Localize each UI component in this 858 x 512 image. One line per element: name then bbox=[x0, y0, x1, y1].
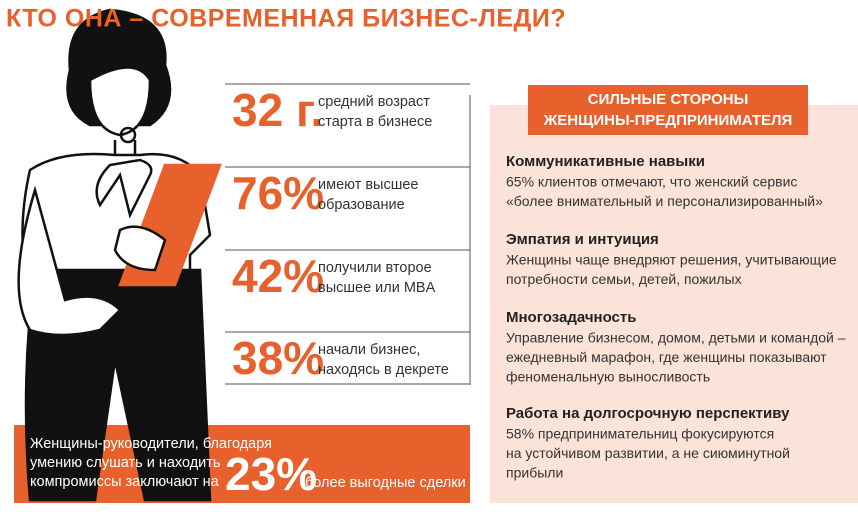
strength-text: «более внимательный и персонализированны… bbox=[506, 193, 823, 209]
strength-text: Женщины чаще внедряют решения, учитывающ… bbox=[506, 252, 837, 268]
stat-text: образование bbox=[318, 197, 405, 213]
strength-text: 65% клиентов отмечают, что женский серви… bbox=[506, 174, 797, 190]
stat-text: находясь в декрете bbox=[318, 362, 449, 378]
strength-heading: Работа на долгосрочную перспективу bbox=[506, 405, 790, 422]
stat-figure: 42% bbox=[232, 250, 324, 302]
stat-text: имеют высшее bbox=[318, 177, 419, 193]
strengths-panel bbox=[490, 105, 858, 503]
strength-text: феноменальную выносливость bbox=[506, 369, 710, 385]
highlight-figure: 23% bbox=[225, 448, 317, 500]
page-title: КТО ОНА – СОВРЕМЕННАЯ БИЗНЕС-ЛЕДИ? bbox=[6, 5, 566, 33]
stat-text: средний возраст bbox=[318, 94, 430, 110]
stat-text: старта в бизнесе bbox=[318, 114, 432, 130]
strengths-header-box bbox=[528, 85, 808, 135]
stat-text: получили второе bbox=[318, 260, 432, 276]
strength-text: Управление бизнесом, домом, детьми и ком… bbox=[506, 330, 846, 346]
strengths-header: ЖЕНЩИНЫ-ПРЕДПРИНИМАТЕЛЯ bbox=[543, 112, 793, 129]
strength-text: ежедневный марафон, где женщины показыва… bbox=[506, 349, 827, 365]
stat-text: высшее или MBA bbox=[318, 280, 436, 296]
highlight-text: умению слушать и находить bbox=[30, 455, 220, 471]
highlight-text: Женщины-руководители, благодаря bbox=[30, 436, 272, 452]
strength-heading: Коммуникативные навыки bbox=[506, 153, 705, 170]
highlight-text: компромиссы заключают на bbox=[30, 474, 220, 490]
strength-text: потребности семьи, детей, пожилых bbox=[506, 271, 742, 287]
highlight-caption: более выгодные сделки bbox=[305, 475, 466, 491]
strength-text: 58% предпринимательниц фокусируются bbox=[506, 426, 774, 442]
strength-heading: Эмпатия и интуиция bbox=[506, 231, 659, 248]
strength-heading: Многозадачность bbox=[506, 309, 636, 326]
stat-text: начали бизнес, bbox=[318, 342, 420, 358]
stat-figure: 38% bbox=[232, 332, 324, 384]
illustration bbox=[17, 8, 222, 502]
strength-text: на устойчивом развитии, а не сиюминутной bbox=[506, 445, 790, 461]
stat-figure: 76% bbox=[232, 167, 324, 219]
strength-text: прибыли bbox=[506, 465, 563, 481]
stat-figure: 32 г. bbox=[232, 84, 323, 136]
strengths-header: СИЛЬНЫЕ СТОРОНЫ bbox=[588, 91, 749, 108]
